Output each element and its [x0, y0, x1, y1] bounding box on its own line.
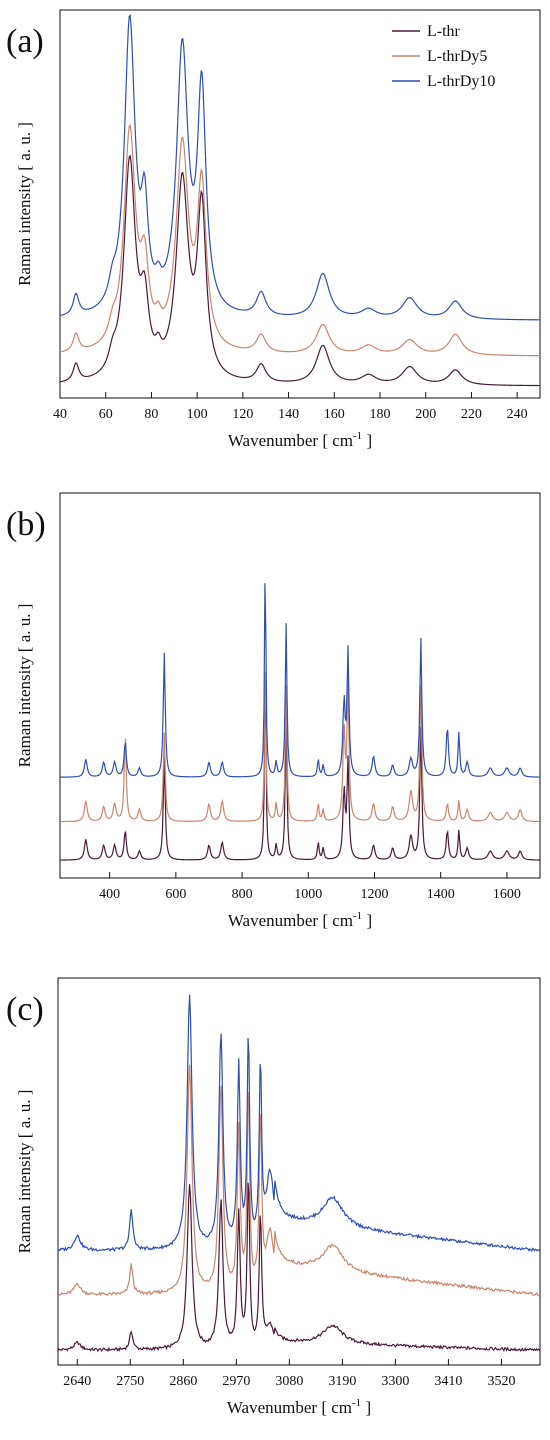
panel-a: 40 60 80 100 120 140 160 180 200 220 240 Wavenumber… [6, 9, 541, 450]
x-tick-label: 2970 [222, 1374, 250, 1389]
x-tick-label: 1400 [427, 887, 455, 902]
series-line-l-thrdy5 [59, 123, 540, 357]
series-line-l-thr [57, 1182, 541, 1353]
panel-c: 2640 2750 2860 2970 3080 3190 3300 3410 3520 Wave… [6, 977, 541, 1417]
legend-label: L-thrDy10 [427, 73, 495, 90]
x-tick-label: 180 [370, 407, 391, 422]
legend-label: L-thr [427, 23, 461, 40]
y-axis-label: Raman intensity [ a. u. ] [15, 1090, 34, 1254]
x-axis-label: Wavenumber [ cm-1 ] [228, 430, 372, 450]
legend-label: L-thrDy5 [427, 48, 487, 65]
series-line-l-thrdy10 [59, 13, 540, 321]
x-axis-label: Wavenumber [ cm-1 ] [228, 910, 372, 930]
x-tick-label: 2860 [169, 1374, 197, 1389]
x-tick-label: 1600 [493, 887, 521, 902]
panel-label: (c) [6, 991, 44, 1028]
series-line-l-thrdy5 [60, 671, 541, 823]
plot-frame [57, 977, 541, 1366]
x-tick-label: 120 [232, 407, 253, 422]
series-line-l-thr [59, 154, 541, 387]
x-tick-label: 160 [324, 407, 345, 422]
x-tick-label: 40 [53, 407, 67, 422]
x-tick-label: 2750 [116, 1374, 144, 1389]
panels-group: 40 60 80 100 120 140 160 180 200 220 240 Wavenumber… [6, 9, 541, 1417]
x-tick-label: 3190 [328, 1374, 356, 1389]
x-tick-label: 100 [187, 407, 208, 422]
panel-label: (b) [6, 506, 46, 543]
series-line-l-thrdy10 [57, 994, 541, 1253]
x-tick-label: 80 [144, 407, 158, 422]
y-axis-label: Raman intensity [ a. u. ] [15, 604, 34, 768]
x-tick-label: 800 [232, 887, 253, 902]
x-tick-label: 3300 [381, 1374, 409, 1389]
x-tick-label: 240 [507, 407, 528, 422]
x-axis-label: Wavenumber [ cm-1 ] [227, 1397, 371, 1417]
legend: L-thr L-thrDy5 L-thrDy10 [392, 23, 495, 90]
x-tick-label: 1200 [360, 887, 388, 902]
panel-b: 400 600 800 1000 1200 1400 1600 Wavenumber [ cm… [6, 492, 541, 930]
x-tick-label: 220 [461, 407, 482, 422]
x-tick-label: 200 [415, 407, 436, 422]
x-tick-label: 600 [165, 887, 186, 902]
x-tick-label: 3410 [434, 1374, 462, 1389]
series-line-l-thrdy10 [59, 583, 541, 778]
panel-label: (a) [6, 23, 44, 60]
x-tick-label: 60 [99, 407, 113, 422]
x-tick-label: 3080 [275, 1374, 303, 1389]
series-line-l-thrdy5 [57, 1064, 541, 1297]
series-line-l-thr [60, 679, 541, 861]
x-tick-label: 2640 [63, 1374, 91, 1389]
x-tick-label: 3520 [487, 1374, 515, 1389]
x-tick-label: 140 [278, 407, 299, 422]
x-tick-label: 400 [99, 887, 120, 902]
plot-frame [59, 9, 541, 399]
plot-frame [59, 492, 541, 879]
x-tick-label: 1000 [294, 887, 322, 902]
y-axis-label: Raman intensity [ a. u. ] [15, 122, 34, 286]
